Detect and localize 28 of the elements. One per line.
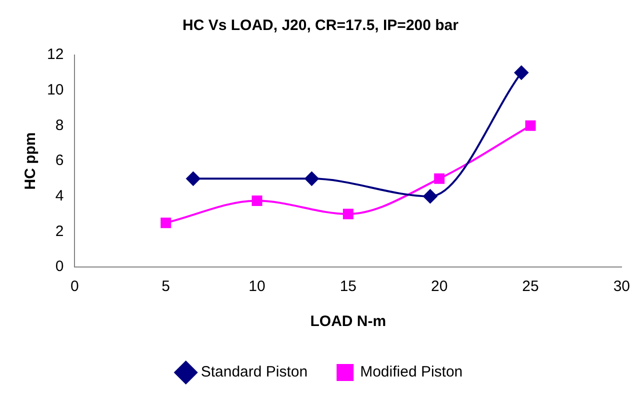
chart-title: HC Vs LOAD, J20, CR=17.5, IP=200 bar xyxy=(182,17,459,34)
point xyxy=(304,172,319,186)
y-tick-label: 8 xyxy=(55,116,64,134)
point xyxy=(514,66,528,80)
x-tick-label: 25 xyxy=(522,278,539,296)
point xyxy=(434,173,445,184)
point xyxy=(342,208,354,220)
point xyxy=(160,218,172,228)
point xyxy=(186,172,200,186)
x-tick-label: 20 xyxy=(430,278,448,296)
x-tick-label: 15 xyxy=(340,278,357,296)
legend-label: Modified Piston xyxy=(360,364,463,381)
x-axis-title: LOAD N-m xyxy=(310,313,386,330)
x-tick-label: 0 xyxy=(70,278,79,296)
y-axis-title: HC ppm xyxy=(22,132,40,190)
point xyxy=(423,189,438,204)
y-tick-label: 10 xyxy=(46,81,64,98)
x-tick-label: 10 xyxy=(248,278,266,296)
y-tick-label: 2 xyxy=(55,222,64,240)
point xyxy=(252,196,262,206)
x-tick-label: 5 xyxy=(162,278,170,296)
y-tick-label: 0 xyxy=(55,258,64,276)
y-tick-label: 12 xyxy=(46,46,64,64)
point xyxy=(525,120,536,131)
y-tick-label: 6 xyxy=(55,152,64,170)
legend-label: Standard Piston xyxy=(200,364,308,381)
y-tick-label: 4 xyxy=(55,187,64,204)
x-tick-label: 30 xyxy=(613,278,630,296)
